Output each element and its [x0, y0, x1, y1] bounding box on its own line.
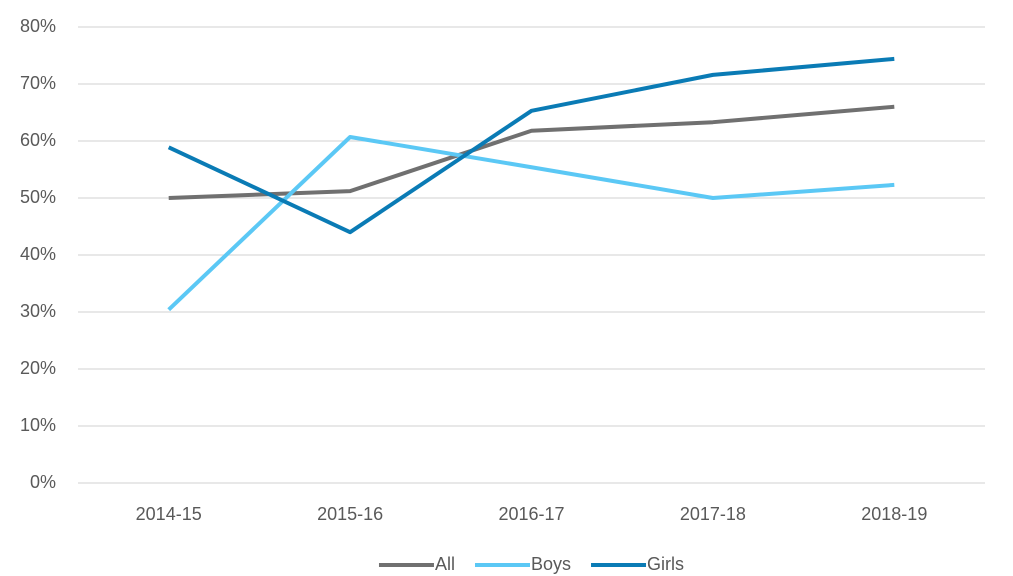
y-tick-label: 80% — [20, 16, 56, 36]
x-tick-label: 2014-15 — [136, 504, 202, 524]
legend-label: Girls — [647, 554, 684, 574]
legend: All Boys Girls — [378, 554, 684, 574]
y-tick-label: 20% — [20, 358, 56, 378]
x-tick-label: 2017-18 — [680, 504, 746, 524]
x-tick-label: 2018-19 — [861, 504, 927, 524]
x-tick-label: 2016-17 — [498, 504, 564, 524]
y-tick-label: 40% — [20, 244, 56, 264]
legend-label: All — [435, 554, 455, 574]
y-tick-label: 0% — [30, 472, 56, 492]
y-tick-label: 10% — [20, 415, 56, 435]
x-tick-label: 2015-16 — [317, 504, 383, 524]
legend-label: Boys — [531, 554, 571, 574]
y-tick-label: 50% — [20, 187, 56, 207]
y-tick-label: 60% — [20, 130, 56, 150]
series-line — [168, 104, 895, 200]
series-line — [167, 135, 895, 312]
series-line — [167, 56, 895, 235]
y-tick-label: 70% — [20, 73, 56, 93]
y-tick-label: 30% — [20, 301, 56, 321]
